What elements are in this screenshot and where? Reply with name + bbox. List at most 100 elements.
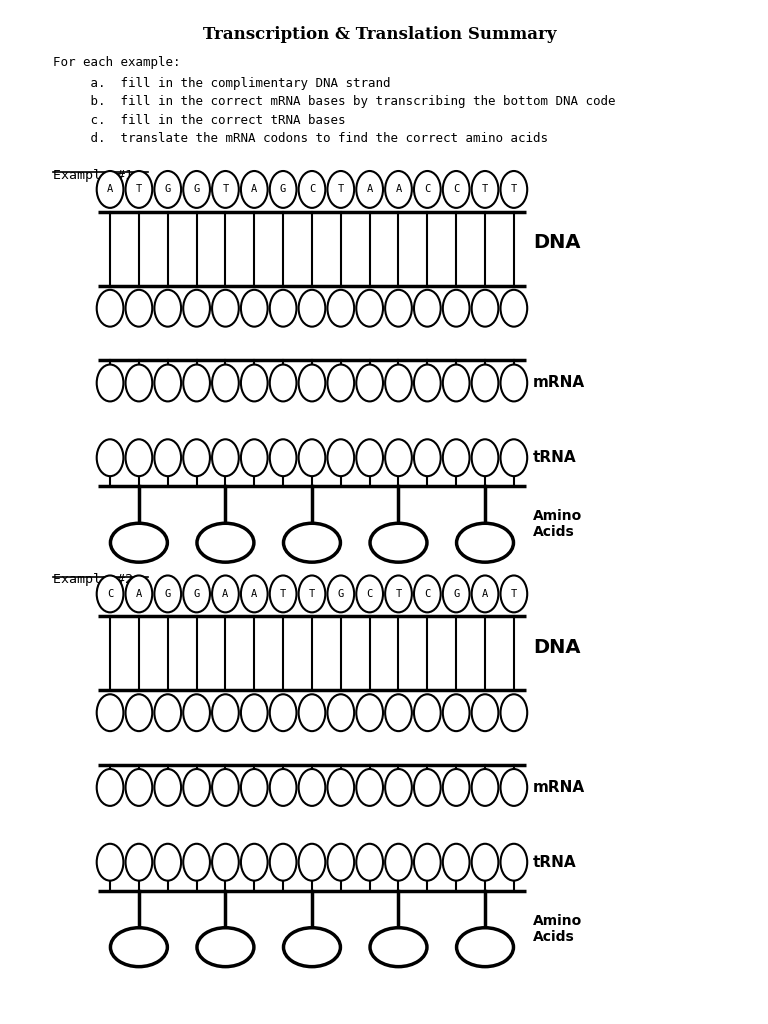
Ellipse shape bbox=[356, 769, 383, 806]
Ellipse shape bbox=[501, 439, 527, 476]
Ellipse shape bbox=[385, 290, 412, 327]
Ellipse shape bbox=[299, 171, 326, 208]
Text: For each example:: For each example: bbox=[53, 56, 180, 70]
Ellipse shape bbox=[212, 844, 239, 881]
Ellipse shape bbox=[154, 171, 181, 208]
Text: mRNA: mRNA bbox=[533, 780, 585, 795]
Ellipse shape bbox=[356, 365, 383, 401]
Ellipse shape bbox=[125, 694, 152, 731]
Text: tRNA: tRNA bbox=[533, 855, 577, 869]
Ellipse shape bbox=[97, 439, 124, 476]
Ellipse shape bbox=[270, 844, 296, 881]
Ellipse shape bbox=[414, 171, 441, 208]
Ellipse shape bbox=[154, 290, 181, 327]
Text: C: C bbox=[424, 184, 430, 195]
Text: G: G bbox=[453, 589, 459, 599]
Ellipse shape bbox=[212, 769, 239, 806]
Ellipse shape bbox=[414, 844, 441, 881]
Ellipse shape bbox=[299, 694, 326, 731]
Ellipse shape bbox=[501, 694, 527, 731]
Text: G: G bbox=[194, 589, 200, 599]
Text: T: T bbox=[280, 589, 286, 599]
Text: A: A bbox=[396, 184, 402, 195]
Text: G: G bbox=[338, 589, 344, 599]
Ellipse shape bbox=[443, 769, 469, 806]
Ellipse shape bbox=[299, 844, 326, 881]
Ellipse shape bbox=[327, 575, 354, 612]
Ellipse shape bbox=[327, 365, 354, 401]
Text: A: A bbox=[136, 589, 142, 599]
Ellipse shape bbox=[414, 365, 441, 401]
Ellipse shape bbox=[184, 365, 210, 401]
Ellipse shape bbox=[184, 575, 210, 612]
Text: A: A bbox=[482, 589, 488, 599]
Ellipse shape bbox=[456, 523, 514, 562]
Ellipse shape bbox=[212, 439, 239, 476]
Text: c.  fill in the correct tRNA bases: c. fill in the correct tRNA bases bbox=[53, 114, 346, 127]
Ellipse shape bbox=[414, 575, 441, 612]
Ellipse shape bbox=[370, 523, 427, 562]
Ellipse shape bbox=[356, 290, 383, 327]
Ellipse shape bbox=[97, 844, 124, 881]
Ellipse shape bbox=[111, 928, 167, 967]
Ellipse shape bbox=[385, 769, 412, 806]
Ellipse shape bbox=[356, 844, 383, 881]
Ellipse shape bbox=[270, 694, 296, 731]
Text: A: A bbox=[366, 184, 372, 195]
Ellipse shape bbox=[184, 290, 210, 327]
Ellipse shape bbox=[125, 439, 152, 476]
Text: G: G bbox=[280, 184, 286, 195]
Text: mRNA: mRNA bbox=[533, 376, 585, 390]
Text: C: C bbox=[424, 589, 430, 599]
Text: T: T bbox=[338, 184, 344, 195]
Ellipse shape bbox=[270, 290, 296, 327]
Ellipse shape bbox=[414, 769, 441, 806]
Text: DNA: DNA bbox=[533, 638, 581, 656]
Ellipse shape bbox=[327, 769, 354, 806]
Ellipse shape bbox=[97, 290, 124, 327]
Ellipse shape bbox=[241, 171, 267, 208]
Ellipse shape bbox=[327, 844, 354, 881]
Ellipse shape bbox=[472, 844, 498, 881]
Ellipse shape bbox=[241, 439, 267, 476]
Ellipse shape bbox=[299, 439, 326, 476]
Ellipse shape bbox=[154, 694, 181, 731]
Ellipse shape bbox=[241, 844, 267, 881]
Ellipse shape bbox=[97, 694, 124, 731]
Text: T: T bbox=[482, 184, 488, 195]
Ellipse shape bbox=[97, 365, 124, 401]
Ellipse shape bbox=[270, 365, 296, 401]
Ellipse shape bbox=[414, 439, 441, 476]
Ellipse shape bbox=[125, 171, 152, 208]
Ellipse shape bbox=[241, 290, 267, 327]
Ellipse shape bbox=[443, 365, 469, 401]
Ellipse shape bbox=[356, 439, 383, 476]
Ellipse shape bbox=[184, 694, 210, 731]
Ellipse shape bbox=[327, 694, 354, 731]
Ellipse shape bbox=[385, 694, 412, 731]
Ellipse shape bbox=[270, 769, 296, 806]
Text: d.  translate the mRNA codons to find the correct amino acids: d. translate the mRNA codons to find the… bbox=[53, 132, 548, 145]
Ellipse shape bbox=[241, 769, 267, 806]
Ellipse shape bbox=[283, 928, 340, 967]
Ellipse shape bbox=[154, 769, 181, 806]
Ellipse shape bbox=[184, 171, 210, 208]
Ellipse shape bbox=[472, 575, 498, 612]
Ellipse shape bbox=[327, 290, 354, 327]
Ellipse shape bbox=[212, 290, 239, 327]
Text: A: A bbox=[251, 184, 257, 195]
Ellipse shape bbox=[356, 171, 383, 208]
Ellipse shape bbox=[125, 844, 152, 881]
Ellipse shape bbox=[472, 171, 498, 208]
Ellipse shape bbox=[212, 171, 239, 208]
Ellipse shape bbox=[501, 769, 527, 806]
Ellipse shape bbox=[385, 439, 412, 476]
Ellipse shape bbox=[299, 575, 326, 612]
Ellipse shape bbox=[197, 523, 254, 562]
Ellipse shape bbox=[443, 844, 469, 881]
Ellipse shape bbox=[184, 844, 210, 881]
Ellipse shape bbox=[385, 365, 412, 401]
Ellipse shape bbox=[125, 365, 152, 401]
Ellipse shape bbox=[472, 365, 498, 401]
Ellipse shape bbox=[184, 769, 210, 806]
